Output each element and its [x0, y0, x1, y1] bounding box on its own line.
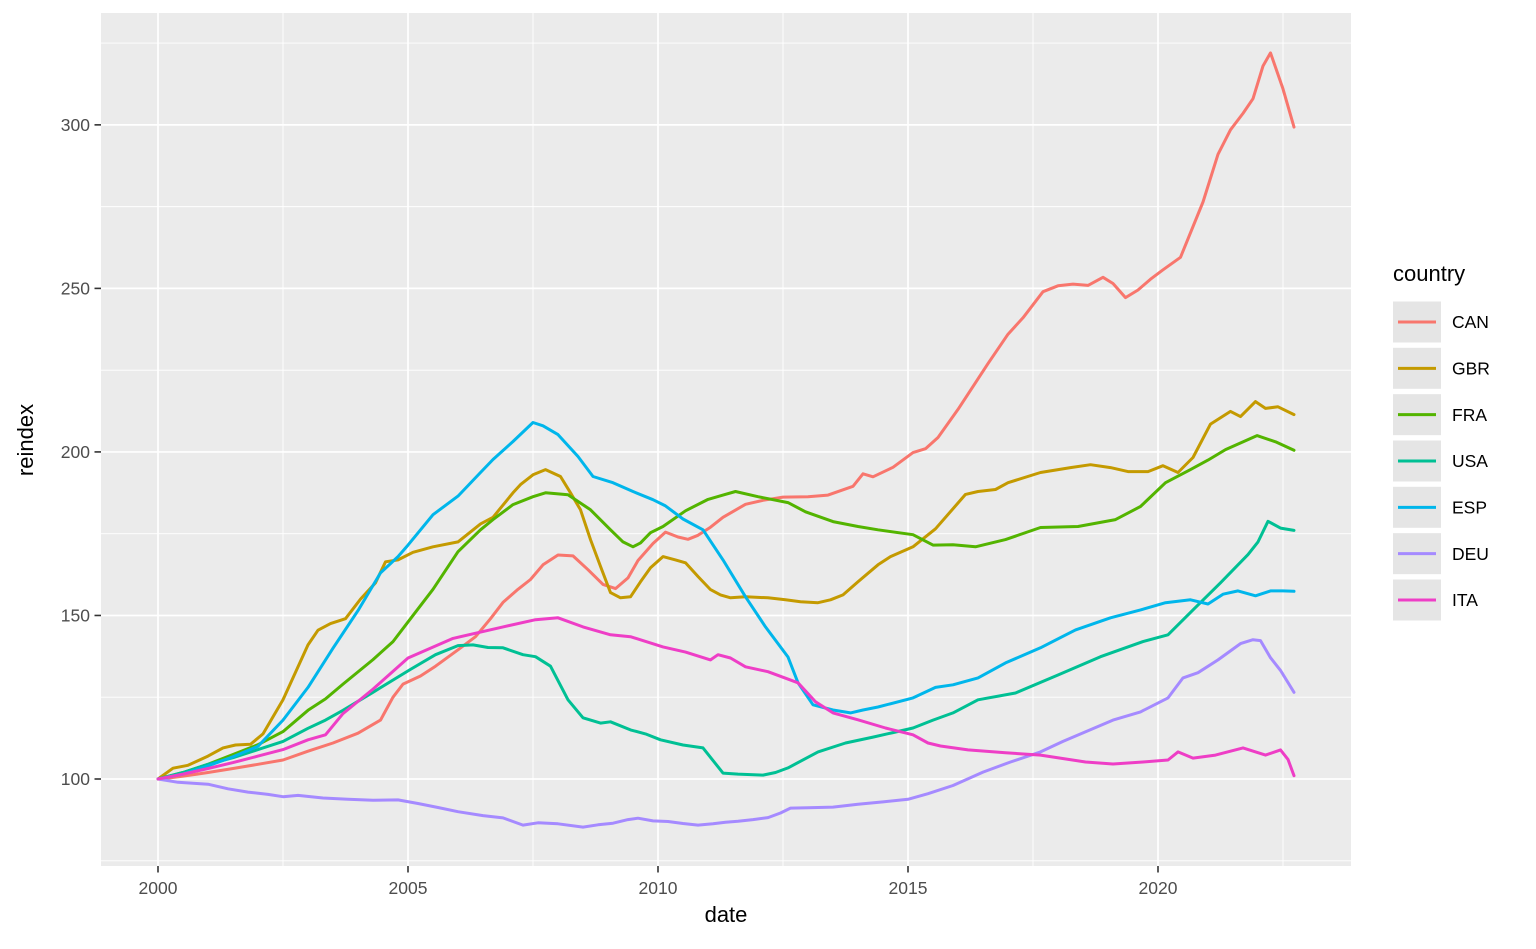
series-lines [156, 51, 1296, 829]
legend-title: country [1393, 261, 1465, 286]
x-axis-title: date [705, 902, 748, 927]
major-gridlines [101, 13, 1351, 866]
series-line-GBR [156, 400, 1296, 781]
legend-entries: CAN GBR FRA USA ESP DEU ITA [1393, 301, 1490, 621]
y-tick-label: 300 [61, 115, 90, 135]
y-tick-label: 200 [61, 442, 90, 462]
legend-label-GBR: GBR [1452, 359, 1490, 379]
y-tick-label: 250 [61, 278, 90, 298]
x-tick-label: 2005 [389, 878, 428, 898]
x-tick-label: 2015 [889, 878, 928, 898]
axis-tick-marks [94, 124, 1159, 873]
minor-gridlines [101, 13, 1351, 866]
series-line-DEU [156, 638, 1296, 829]
y-axis-title: reindex [13, 404, 38, 476]
axis-tick-labels: 2000 2005 2010 2015 2020 100 150 200 250 300 [61, 115, 1178, 898]
series-line-CAN [156, 51, 1296, 781]
legend-label-DEU: DEU [1452, 544, 1489, 564]
legend-label-CAN: CAN [1452, 312, 1489, 332]
legend-label-ITA: ITA [1452, 590, 1478, 610]
x-tick-label: 2000 [139, 878, 178, 898]
x-tick-label: 2010 [639, 878, 678, 898]
y-tick-label: 100 [61, 769, 90, 789]
y-tick-label: 150 [61, 605, 90, 625]
series-line-ESP [156, 421, 1296, 781]
series-line-FRA [156, 434, 1296, 781]
legend-label-ESP: ESP [1452, 498, 1487, 518]
series-line-ITA [156, 616, 1296, 781]
legend: country CAN GBR FRA USA ESP DEU ITA [1393, 261, 1490, 621]
legend-label-USA: USA [1452, 451, 1488, 471]
legend-label-FRA: FRA [1452, 405, 1487, 425]
plot-panel [101, 13, 1351, 866]
panel-background [101, 13, 1351, 866]
x-tick-label: 2020 [1139, 878, 1178, 898]
